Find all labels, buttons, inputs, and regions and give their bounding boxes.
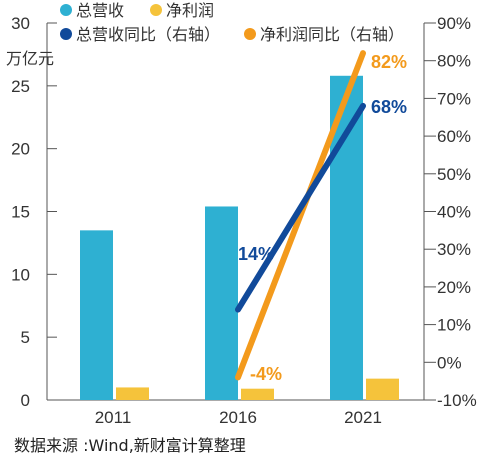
legend-revenue-yoy-label: 总营收同比（右轴）: [76, 25, 220, 44]
right-tick-label: 70%: [437, 89, 471, 108]
legend-revenue-yoy-marker: [60, 28, 72, 40]
bar-revenue-2011: [80, 230, 113, 400]
legend-profit-label: 净利润: [166, 1, 214, 20]
x-tick-label-2021: 2021: [344, 408, 382, 427]
right-tick-label: 80%: [437, 52, 471, 71]
right-tick-label: 60%: [437, 127, 471, 146]
left-tick-label: 25: [11, 77, 30, 96]
legend-profit-yoy-marker: [244, 28, 256, 40]
left-tick-label: 5: [21, 328, 30, 347]
legend-profit-marker: [150, 4, 162, 16]
right-tick-label: 40%: [437, 203, 471, 222]
left-axis-unit: 万亿元: [6, 49, 54, 68]
right-tick-label: 90%: [437, 14, 471, 33]
line-profit-yoy: [235, 50, 366, 381]
line-revenue-yoy: [235, 102, 366, 313]
label-profit-yoy-2016: -4%: [250, 364, 282, 384]
right-tick-label: 0%: [437, 353, 462, 372]
label-profit-yoy-2021: 82%: [371, 52, 407, 72]
legend-profit-yoy-label: 净利润同比（右轴）: [260, 25, 404, 44]
left-tick-label: 15: [11, 203, 30, 222]
bar-profit-2016: [241, 388, 274, 400]
left-tick-label: 0: [21, 391, 30, 410]
label-revenue-yoy-2016: 14%: [238, 244, 274, 264]
left-tick-label: 20: [11, 140, 30, 159]
right-tick-label: -10%: [437, 391, 477, 410]
right-tick-label: 20%: [437, 278, 471, 297]
right-tick-label: 30%: [437, 240, 471, 259]
legend-revenue-label: 总营收: [76, 1, 124, 20]
left-tick-label: 30: [11, 14, 30, 33]
source-note: 数据来源 :Wind,新财富计算整理: [14, 436, 246, 455]
bar-profit-2011: [116, 387, 149, 400]
right-tick-label: 50%: [437, 165, 471, 184]
x-tick-label-2011: 2011: [95, 408, 132, 427]
bar-revenue-2016: [205, 206, 238, 400]
right-tick-label: 10%: [437, 316, 471, 335]
label-revenue-yoy-2021: 68%: [371, 97, 407, 117]
x-tick-label-2016: 2016: [219, 408, 257, 427]
legend-revenue-marker: [60, 4, 72, 16]
left-tick-label: 10: [11, 265, 30, 284]
bar-profit-2021: [366, 378, 399, 400]
